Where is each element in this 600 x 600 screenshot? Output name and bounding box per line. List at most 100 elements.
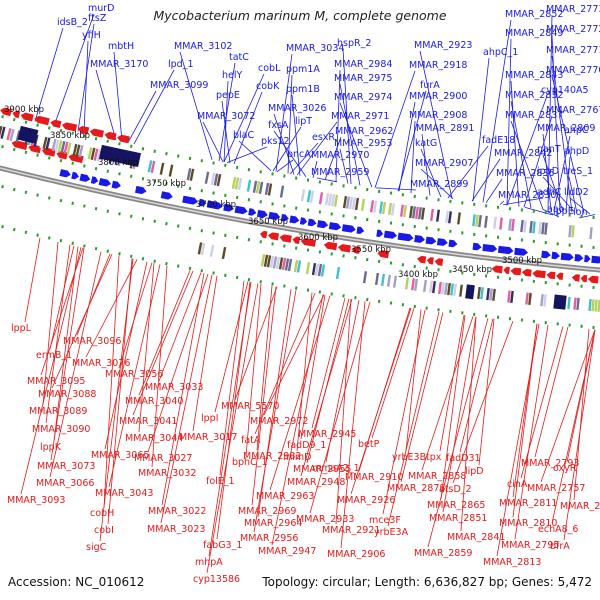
scale-label: 3900 kbp <box>4 105 44 115</box>
forward-gene-label: MMAR_2767 <box>546 105 600 116</box>
feature-stripe <box>0 125 3 139</box>
feature-stripe <box>354 197 360 211</box>
reverse-leader-line <box>42 241 59 406</box>
forward-leader-line <box>113 51 123 142</box>
reverse-leader-line <box>371 308 415 439</box>
feature-stripe <box>231 176 237 190</box>
forward-gene-arrow <box>383 230 398 239</box>
forward-leader-line <box>472 57 490 202</box>
reverse-gene-arrow <box>12 110 21 119</box>
forward-leader-line <box>569 197 591 215</box>
forward-leader-line <box>547 14 553 210</box>
feature-stripe <box>204 171 210 184</box>
reverse-gene-label: MMAR_2956 <box>240 533 298 544</box>
reverse-gene-label: MMAR_3073 <box>37 461 95 472</box>
forward-leader-line <box>485 178 503 204</box>
forward-leader-line <box>226 146 268 163</box>
reverse-gene-label: bphC_1 <box>232 457 268 468</box>
forward-leader-line <box>410 120 416 193</box>
feature-stripe <box>463 213 467 226</box>
reverse-leader-line <box>340 301 366 549</box>
reverse-gene-label: MMAR_2859 <box>414 548 472 559</box>
forward-leader-line <box>339 83 361 186</box>
forward-leader-line <box>502 197 544 206</box>
forward-gene-label: pepE <box>216 90 240 101</box>
forward-gene-arrow <box>248 208 257 216</box>
reverse-gene-arrow <box>426 257 434 265</box>
feature-stripe <box>33 134 39 147</box>
reverse-gene-arrow <box>351 246 361 254</box>
feature-stripe <box>420 207 426 220</box>
forward-gene-label: tatC <box>229 52 249 63</box>
reverse-gene-arrow <box>61 122 78 132</box>
feature-stripe <box>429 280 433 293</box>
scale-label: 3550 kbp <box>351 245 391 255</box>
feature-stripe <box>474 286 478 299</box>
reverse-gene-label: MMAR_3096 <box>63 336 121 347</box>
reverse-gene-arrow <box>521 269 532 277</box>
feature-stripe <box>436 209 440 222</box>
reverse-leader-line <box>400 312 444 483</box>
reverse-gene-label: fadD31 <box>446 453 481 464</box>
reverse-gene-label: MMAR_2793 <box>521 458 579 469</box>
feature-stripe <box>568 225 572 238</box>
reverse-leader-line <box>269 295 331 491</box>
reverse-gene-label: MMAR_2878 <box>387 483 445 494</box>
forward-leader-line <box>223 73 265 163</box>
feature-stripe <box>216 173 222 187</box>
forward-gene-label: ippD <box>537 166 559 177</box>
scale-label: 3800 kbp <box>98 158 138 168</box>
reverse-leader-line <box>350 307 412 495</box>
reverse-gene-arrow <box>34 115 50 126</box>
forward-gene-label: MMAR_2771 <box>546 45 600 56</box>
reverse-gene-label: MMAR_3065 <box>91 450 149 461</box>
reverse-gene-label: lppI <box>201 413 219 424</box>
reverse-leader-line <box>45 244 71 424</box>
feature-stripe <box>493 216 497 229</box>
feature-stripe <box>305 261 311 275</box>
reverse-leader-line <box>421 316 474 471</box>
feature-stripe <box>237 177 243 191</box>
reverse-leader-line <box>563 329 596 541</box>
feature-stripe <box>529 220 533 234</box>
feature-stripe <box>525 292 529 305</box>
reverse-gene-label: MMAR_2906 <box>327 549 385 560</box>
feature-stripe <box>486 287 490 301</box>
feature-stripe <box>57 140 63 153</box>
scale-label: 3450 kbp <box>452 265 492 275</box>
reverse-gene-arrow <box>11 140 28 150</box>
forward-leader-line <box>419 50 453 199</box>
reverse-gene-label: MMAR_3095 <box>27 376 85 387</box>
feature-stripe <box>314 263 320 276</box>
reverse-gene-label: cobH <box>90 508 114 519</box>
forward-gene-label: MMAR_2959 <box>311 167 369 178</box>
forward-gene-label: cobL <box>258 63 281 74</box>
forward-gene-label: fxsA <box>268 120 289 131</box>
reverse-gene-label: MMAR_2795 <box>501 540 559 551</box>
forward-gene-arrow <box>472 242 482 251</box>
forward-leader-line <box>223 80 229 163</box>
reverse-leader-line <box>440 315 466 500</box>
reverse-leader-line <box>309 301 371 514</box>
reverse-leader-line <box>306 298 350 464</box>
feature-stripe <box>351 197 357 210</box>
forward-leader-line <box>275 53 293 172</box>
forward-gene-arrow <box>448 239 458 248</box>
feature-stripe <box>78 145 84 158</box>
feature-stripe <box>306 190 312 203</box>
feature-stripe <box>571 225 575 238</box>
feature-stripe <box>0 126 6 139</box>
feature-stripe <box>445 210 449 224</box>
forward-gene-arrow <box>397 232 414 242</box>
forward-gene-label: MMAR_3170 <box>90 59 148 70</box>
reverse-gene-arrow <box>104 131 117 141</box>
forward-gene-label: MMAR_2970 <box>311 150 369 161</box>
forward-gene-arrow <box>98 178 112 187</box>
feature-stripe <box>492 288 496 301</box>
reverse-gene-label: mhpA <box>195 557 223 568</box>
feature-stripe <box>350 269 356 282</box>
reverse-gene-label: MMAR_2964 <box>244 518 302 529</box>
feature-stripe <box>523 220 527 233</box>
scale-label: 3500 kbp <box>502 256 542 266</box>
